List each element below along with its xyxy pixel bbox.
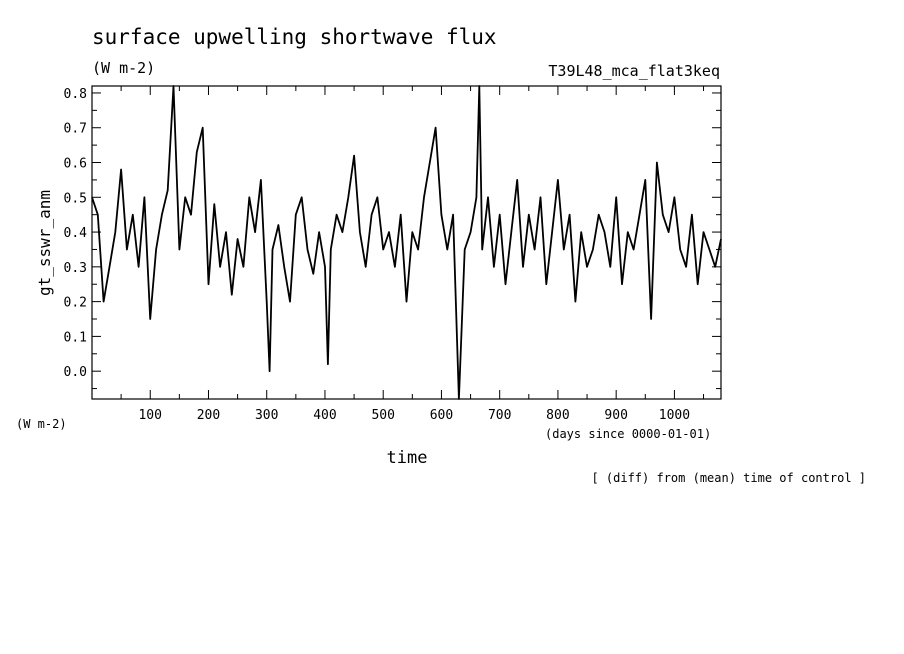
x-axis-label: time — [387, 448, 428, 468]
note-text: [ (diff) from (mean) time of control ] — [591, 471, 866, 485]
y-tick-label: 0.0 — [64, 365, 87, 380]
y-tick-label: 0.7 — [64, 122, 87, 137]
experiment-label: T39L48_mca_flat3keq — [548, 62, 720, 80]
x-tick-label: 800 — [546, 408, 569, 423]
y-tick-label: 0.1 — [64, 330, 87, 345]
y-tick-label: 0.4 — [64, 226, 88, 241]
x-axis: 100 200 300 400 500 600 700 800 900 1000 — [120, 86, 705, 423]
x-tick-label: 700 — [488, 408, 511, 423]
chart-title: surface upwelling shortwave flux — [92, 25, 497, 49]
x-tick-label: 600 — [430, 408, 453, 423]
x-tick-label: 1000 — [659, 408, 690, 423]
series-line — [91, 85, 722, 400]
x-tick-label: 100 — [138, 408, 161, 423]
y-axis-units: (W m-2) — [16, 417, 67, 431]
x-axis-units: (days since 0000-01-01) — [545, 427, 711, 441]
x-tick-label: 200 — [197, 408, 220, 423]
y-tick-label: 0.3 — [64, 261, 87, 276]
x-tick-label: 900 — [604, 408, 627, 423]
y-tick-label: 0.2 — [64, 296, 87, 311]
y-tick-label: 0.5 — [64, 191, 87, 206]
y-tick-label: 0.8 — [64, 87, 87, 102]
y-axis: 0.0 0.1 0.2 0.3 0.4 0.5 0.6 0.7 0.8 — [64, 87, 721, 390]
x-tick-label: 300 — [255, 408, 278, 423]
title-units: (W m-2) — [92, 59, 155, 77]
y-axis-label: gt_sswr_anm — [35, 190, 54, 296]
y-tick-label: 0.6 — [64, 157, 87, 172]
x-tick-label: 400 — [313, 408, 336, 423]
x-tick-label: 500 — [371, 408, 394, 423]
